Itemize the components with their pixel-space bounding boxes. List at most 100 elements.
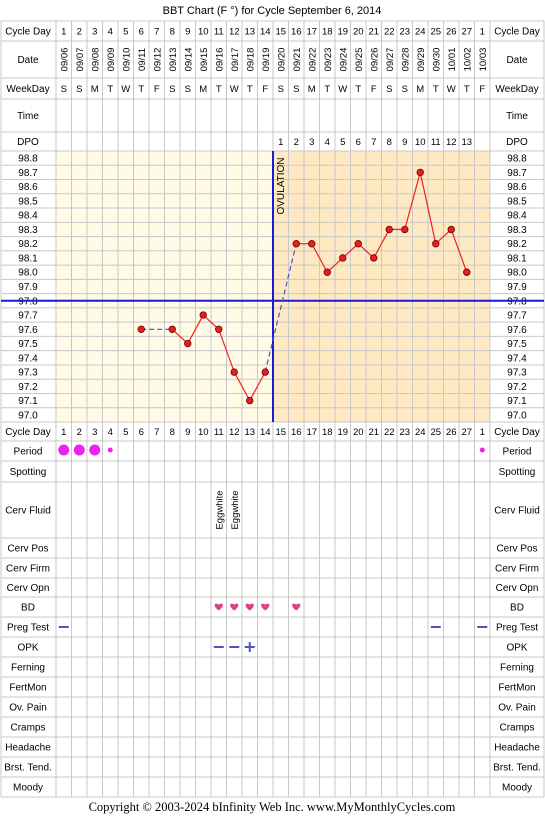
bd-heart-icon	[214, 603, 223, 611]
cycle-day: 18	[322, 27, 333, 38]
weekday-label: W	[338, 84, 347, 95]
temp-point	[261, 368, 269, 376]
row-label: Headache	[5, 743, 51, 754]
cycle-day-bottom: 3	[92, 427, 97, 438]
chart-title: BBT Chart (F °) for Cycle September 6, 2…	[163, 5, 382, 17]
cycle-day: 27	[461, 27, 472, 38]
y-tick-label-right: 97.7	[507, 311, 527, 322]
temp-line-segment	[233, 371, 251, 401]
row-label: Preg Test	[7, 623, 49, 634]
y-tick-label-right: 97.3	[507, 368, 527, 379]
y-tick-label: 98.7	[18, 168, 38, 179]
cycle-day: 11	[214, 27, 224, 38]
weekday-label: T	[324, 84, 330, 95]
row-label-cycle-day-bottom: Cycle Day	[5, 427, 51, 438]
row-label-right: Ferning	[500, 663, 534, 674]
period-dot-small	[107, 447, 113, 453]
cycle-day-bottom: 25	[430, 427, 441, 438]
weekday-label: S	[278, 84, 284, 95]
date-label: 09/29	[416, 48, 427, 72]
cycle-day: 21	[368, 27, 379, 38]
row-label-dpo: DPO	[17, 137, 39, 148]
y-tick-label-right: 97.9	[507, 282, 527, 293]
y-tick-label-right: 98.3	[507, 225, 527, 236]
weekday-label: T	[464, 84, 470, 95]
temp-point	[199, 311, 207, 319]
dpo-label: 7	[371, 137, 376, 148]
temp-point	[323, 268, 331, 276]
weekday-label: W	[447, 84, 456, 95]
temp-point	[246, 396, 254, 405]
row-label-right: BD	[510, 603, 524, 614]
y-tick-label-right: 98.5	[507, 196, 527, 207]
cycle-day: 3	[92, 27, 97, 38]
row-label-cycle-day-bottom-right: Cycle Day	[494, 427, 540, 438]
y-tick-label: 97.2	[18, 382, 38, 393]
cycle-day-bottom: 15	[275, 427, 286, 438]
cycle-day-bottom: 6	[139, 427, 144, 438]
date-label: 09/18	[245, 48, 256, 72]
weekday-label: S	[386, 84, 392, 95]
cycle-day-bottom: 20	[353, 427, 364, 438]
ovulation-label: OVULATION	[276, 157, 287, 214]
y-tick-label: 97.0	[18, 410, 38, 421]
temp-point	[385, 225, 393, 234]
row-label: OPK	[17, 643, 38, 654]
cycle-day: 10	[198, 27, 209, 38]
temp-point	[447, 225, 455, 234]
cycle-day-bottom: 26	[446, 427, 457, 438]
row-label: Spotting	[10, 467, 47, 478]
cycle-day: 14	[260, 27, 271, 38]
y-tick-label-right: 97.0	[507, 410, 527, 421]
weekday-label: T	[216, 84, 222, 95]
date-label: 09/10	[121, 48, 132, 72]
cycle-day: 16	[291, 27, 302, 38]
weekday-label: M	[308, 84, 316, 95]
dpo-label: 13	[461, 137, 472, 148]
bd-heart-icon	[245, 603, 254, 611]
y-tick-label-right: 97.4	[507, 353, 527, 364]
dpo-label: 8	[387, 137, 392, 148]
y-tick-label-right: 98.0	[507, 268, 527, 279]
cycle-day-bottom: 4	[108, 427, 113, 438]
y-tick-label: 97.3	[18, 368, 38, 379]
weekday-label: T	[355, 84, 361, 95]
cycle-day: 17	[306, 27, 317, 38]
row-label: Ov. Pain	[9, 703, 47, 714]
weekday-label: F	[371, 84, 377, 95]
y-tick-label-right: 98.7	[507, 168, 527, 179]
cycle-day: 22	[384, 27, 395, 38]
temp-point	[168, 325, 176, 333]
date-label: 09/21	[292, 48, 303, 72]
temp-line-segment	[373, 229, 390, 259]
cycle-day: 4	[108, 27, 113, 38]
date-label: 09/14	[183, 48, 194, 72]
row-label-cycle_day-right: Cycle Day	[494, 27, 540, 38]
cycle-day: 8	[170, 27, 175, 38]
date-label: 09/15	[199, 48, 210, 72]
temp-point	[184, 339, 192, 348]
cycle-day-bottom: 1	[61, 427, 66, 438]
weekday-label: S	[293, 84, 299, 95]
row-label: Period	[14, 447, 43, 458]
cycle-day-bottom: 9	[185, 427, 190, 438]
date-label: 09/13	[168, 48, 179, 72]
weekday-label: M	[416, 84, 424, 95]
weekday-label: W	[121, 84, 130, 95]
row-label-right: Cerv Pos	[496, 544, 537, 555]
y-tick-label: 98.0	[18, 268, 38, 279]
dpo-label: 12	[446, 137, 457, 148]
weekday-label: T	[247, 84, 253, 95]
y-tick-label-right: 97.2	[507, 382, 527, 393]
temp-point	[339, 254, 347, 262]
row-label-right: Cerv Fluid	[494, 506, 540, 517]
row-label-weekday: WeekDay	[6, 84, 49, 95]
weekday-label: F	[262, 84, 268, 95]
row-label-right: Cerv Firm	[495, 564, 539, 575]
row-label-time-right: Time	[506, 111, 528, 122]
cycle-day-bottom: 2	[77, 427, 82, 438]
row-label-right: OPK	[506, 643, 527, 654]
y-tick-label-right: 97.6	[507, 325, 527, 336]
row-label: Brst. Tend.	[4, 763, 52, 774]
row-label-right: Cramps	[499, 723, 534, 734]
